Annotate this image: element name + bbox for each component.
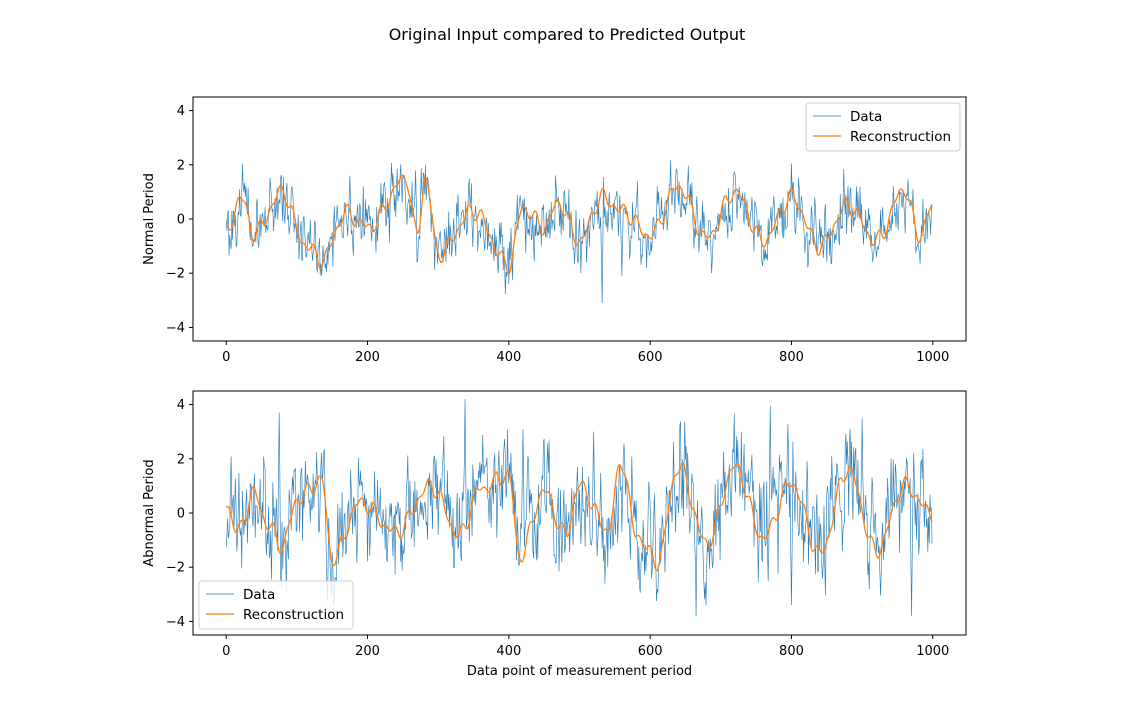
y-tick-label: 4 <box>177 398 185 413</box>
abnormal-period-panel: 0 200 400 600 800 1000 −4 −2 0 2 4 Abnormal Period D… <box>142 390 967 679</box>
x-tick-label: 600 <box>638 350 663 365</box>
x-axis-label: Data point of measurement period <box>467 664 692 679</box>
legend-box <box>198 580 354 630</box>
x-tick-label: 600 <box>638 644 663 659</box>
y-tick-label: 0 <box>177 507 185 522</box>
x-tick-label: 400 <box>496 350 521 365</box>
y-tick-label: 2 <box>177 158 185 173</box>
y-tick-label: 4 <box>177 104 185 119</box>
plot-area <box>225 160 933 304</box>
y-axis-label: Normal Period <box>142 173 157 265</box>
x-tick-label: 0 <box>222 350 230 365</box>
legend-label-data: Data <box>243 587 275 603</box>
legend: Data Reconstruction <box>805 102 961 152</box>
x-tick-label: 400 <box>496 644 521 659</box>
x-tick-label: 800 <box>779 644 804 659</box>
series-line-data <box>225 160 933 304</box>
x-tick-label: 200 <box>355 350 380 365</box>
y-tick-label: −4 <box>166 615 185 630</box>
legend-box <box>805 102 961 152</box>
x-tick-label: 800 <box>779 350 804 365</box>
y-tick-label: −2 <box>166 267 185 282</box>
legend-label-data: Data <box>850 109 882 125</box>
x-tick-label: 1000 <box>916 644 949 659</box>
series-line-data <box>225 399 933 617</box>
legend-label-reconstruction: Reconstruction <box>850 129 951 145</box>
y-tick-label: 0 <box>177 213 185 228</box>
series-line-reconstruction <box>225 462 933 572</box>
y-tick-label: −4 <box>166 321 185 336</box>
legend: Data Reconstruction <box>198 580 354 630</box>
x-tick-label: 1000 <box>916 350 949 365</box>
normal-period-panel: 0 200 400 600 800 1000 −4 −2 0 2 4 Normal Period Dat… <box>142 96 967 365</box>
y-tick-label: −2 <box>166 561 185 576</box>
plot-area <box>225 399 933 617</box>
figure-title: Original Input compared to Predicted Out… <box>389 25 746 44</box>
y-axis-label: Abnormal Period <box>142 459 157 566</box>
y-tick-label: 2 <box>177 452 185 467</box>
legend-label-reconstruction: Reconstruction <box>243 607 344 623</box>
series-line-reconstruction <box>226 174 933 276</box>
x-tick-label: 0 <box>222 644 230 659</box>
x-tick-label: 200 <box>355 644 380 659</box>
